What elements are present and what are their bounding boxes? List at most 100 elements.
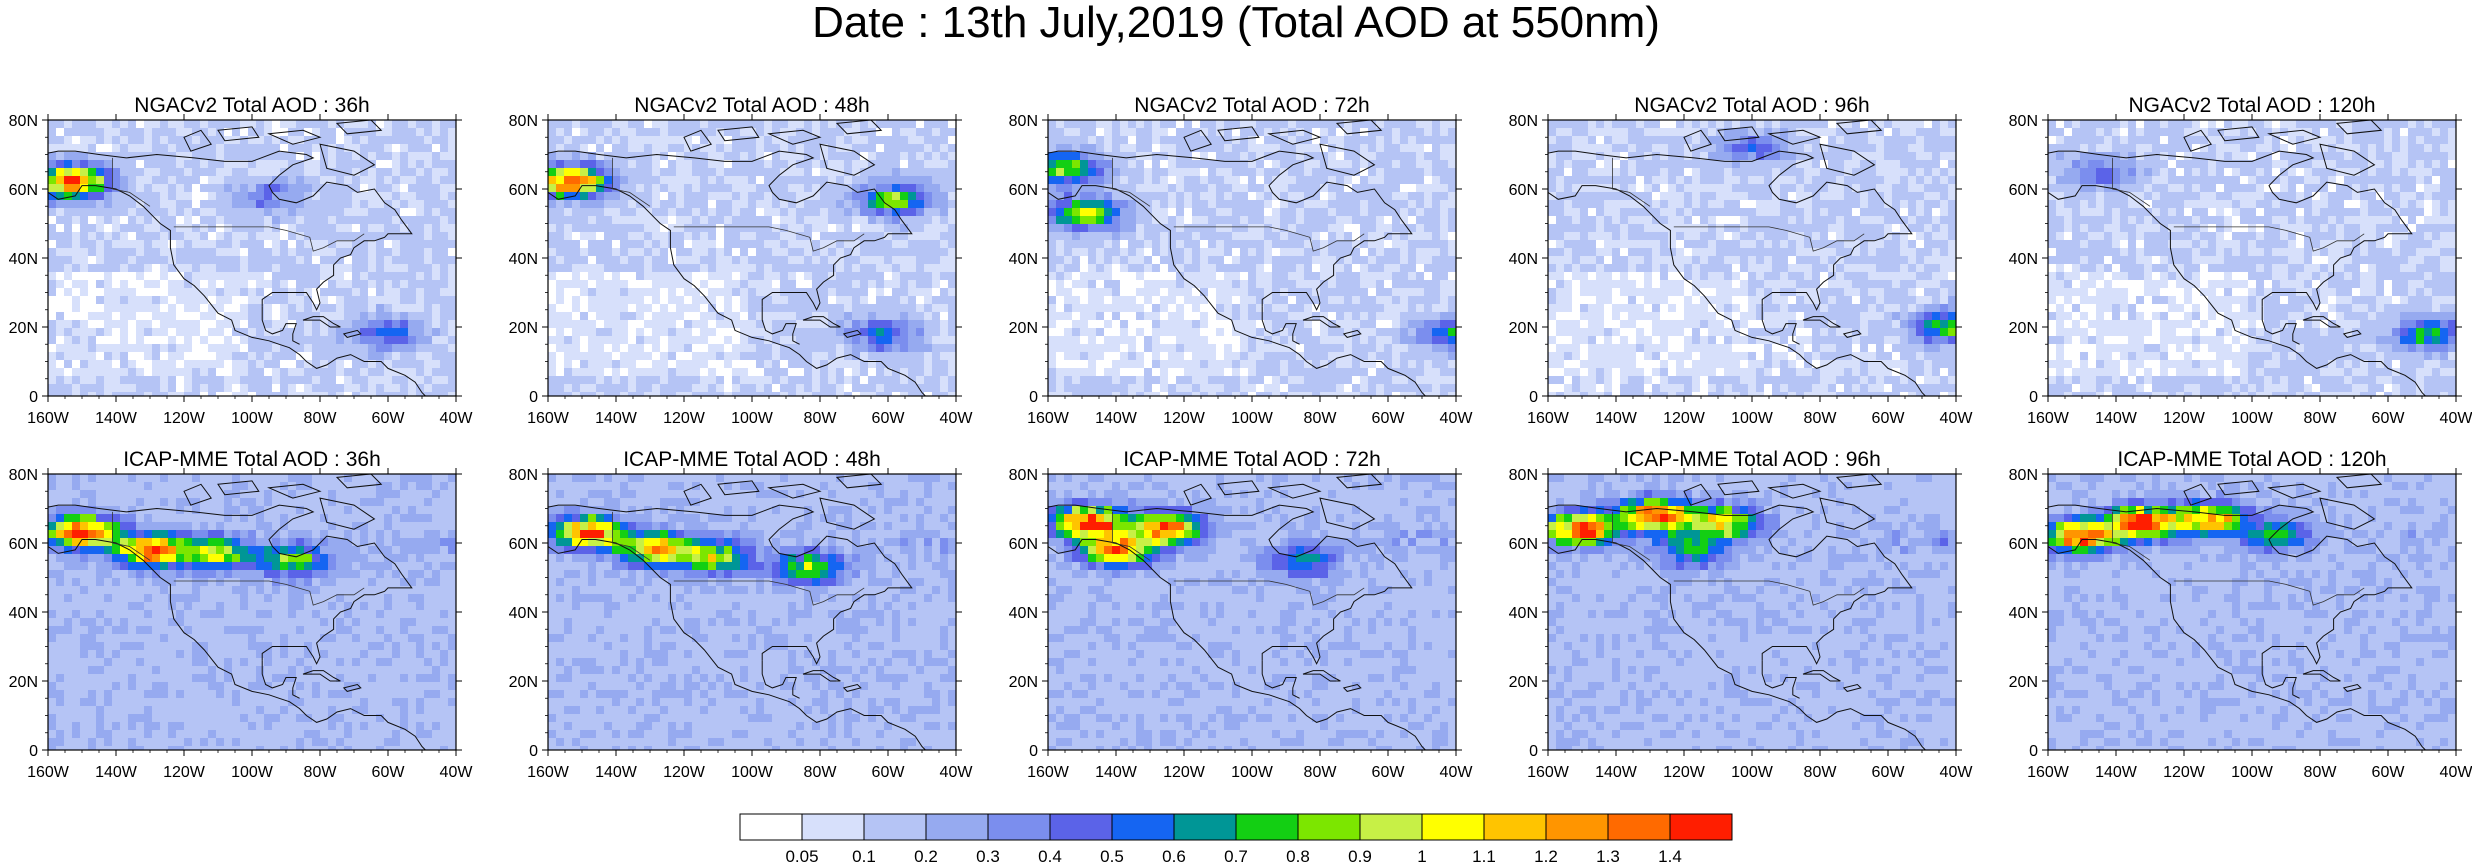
aod-field <box>2048 120 2456 396</box>
aod-field <box>48 474 456 750</box>
x-tick-label: 140W <box>1595 410 1638 427</box>
y-tick-label: 0 <box>1529 743 1538 760</box>
borders <box>2112 157 2365 252</box>
x-tick-label: 100W <box>1731 410 1774 427</box>
y-tick-label: 0 <box>2029 743 2038 760</box>
panel-title: ICAP-MME Total AOD : 48h <box>623 448 881 471</box>
x-tick-label: 100W <box>1231 764 1274 781</box>
y-tick-label: 40N <box>1509 251 1538 268</box>
x-tick-label: 100W <box>2231 764 2274 781</box>
x-tick-label: 60W <box>872 764 906 781</box>
map-panel: NGACv2 Total AOD : 72h 160W 140W 120W 100W 80… <box>1009 94 1474 427</box>
y-tick-label: 40N <box>9 251 38 268</box>
y-tick-label: 0 <box>29 389 38 406</box>
y-tick-label: 0 <box>1529 389 1538 406</box>
x-tick-label: 160W <box>27 764 70 781</box>
y-tick-label: 20N <box>9 674 38 691</box>
x-tick-label: 120W <box>1663 410 1706 427</box>
x-tick-label: 80W <box>304 410 338 427</box>
y-tick-label: 40N <box>509 605 538 622</box>
y-tick-label: 80N <box>1009 467 1038 484</box>
y-tick-label: 80N <box>9 467 38 484</box>
y-tick-label: 40N <box>1509 605 1538 622</box>
x-tick-label: 160W <box>527 410 570 427</box>
x-tick-label: 40W <box>440 764 474 781</box>
y-tick-label: 20N <box>1509 320 1538 337</box>
x-tick-label: 140W <box>595 410 638 427</box>
y-tick-label: 60N <box>1009 182 1038 199</box>
aod-field <box>1548 474 1956 750</box>
x-tick-label: 60W <box>1872 410 1906 427</box>
y-tick-label: 20N <box>1509 674 1538 691</box>
coastlines <box>1048 120 1426 396</box>
x-tick-label: 160W <box>1027 410 1070 427</box>
coastlines <box>48 120 426 396</box>
x-tick-label: 140W <box>1595 764 1638 781</box>
borders <box>612 511 865 606</box>
x-tick-label: 60W <box>1872 764 1906 781</box>
y-tick-label: 0 <box>529 389 538 406</box>
coastlines <box>548 120 926 396</box>
y-tick-label: 80N <box>1509 467 1538 484</box>
x-tick-label: 40W <box>440 410 474 427</box>
y-tick-label: 20N <box>1009 320 1038 337</box>
x-tick-label: 60W <box>2372 410 2406 427</box>
y-tick-label: 40N <box>1009 251 1038 268</box>
y-tick-label: 20N <box>9 320 38 337</box>
x-tick-label: 160W <box>2027 764 2070 781</box>
x-tick-label: 40W <box>2440 764 2472 781</box>
map-panel: NGACv2 Total AOD : 48h 160W 140W 120W 100W 80… <box>509 94 974 427</box>
panel-title: NGACv2 Total AOD : 120h <box>2128 94 2375 117</box>
aod-field <box>2048 474 2456 750</box>
x-tick-label: 60W <box>872 410 906 427</box>
x-tick-label: 120W <box>2163 410 2206 427</box>
map-panel: ICAP-MME Total AOD : 48h 160W 140W 120W 100W… <box>509 448 974 781</box>
y-tick-label: 0 <box>529 743 538 760</box>
x-tick-label: 120W <box>163 410 206 427</box>
map-panel: ICAP-MME Total AOD : 72h 160W 140W 120W 100W… <box>1009 448 1474 781</box>
x-tick-label: 80W <box>2304 410 2338 427</box>
y-tick-label: 20N <box>2009 320 2038 337</box>
x-tick-label: 40W <box>940 410 974 427</box>
y-tick-label: 0 <box>29 743 38 760</box>
y-tick-label: 60N <box>1509 536 1538 553</box>
x-tick-label: 40W <box>1440 764 1474 781</box>
map-panel: NGACv2 Total AOD : 96h 160W 140W 120W 100W 80… <box>1509 94 1974 427</box>
y-tick-label: 60N <box>1509 182 1538 199</box>
x-tick-label: 100W <box>731 764 774 781</box>
x-tick-label: 160W <box>1527 410 1570 427</box>
x-tick-label: 100W <box>1731 764 1774 781</box>
x-tick-label: 160W <box>1027 764 1070 781</box>
borders <box>112 511 365 606</box>
x-tick-label: 100W <box>231 410 274 427</box>
panel-title: ICAP-MME Total AOD : 36h <box>123 448 381 471</box>
y-tick-label: 0 <box>2029 389 2038 406</box>
y-tick-label: 80N <box>2009 113 2038 130</box>
y-tick-label: 60N <box>9 536 38 553</box>
panel-title: NGACv2 Total AOD : 48h <box>634 94 869 117</box>
y-tick-label: 60N <box>509 536 538 553</box>
aod-field <box>1048 474 1456 750</box>
x-tick-label: 80W <box>804 410 838 427</box>
x-tick-label: 140W <box>95 764 138 781</box>
borders <box>112 157 365 252</box>
y-tick-label: 60N <box>9 182 38 199</box>
y-tick-label: 40N <box>2009 605 2038 622</box>
y-tick-label: 40N <box>509 251 538 268</box>
panel-title: ICAP-MME Total AOD : 72h <box>1123 448 1381 471</box>
y-tick-label: 80N <box>1509 113 1538 130</box>
figure-title: Date : 13th July,2019 (Total AOD at 550n… <box>812 0 1660 47</box>
x-tick-label: 160W <box>527 764 570 781</box>
coastlines <box>1548 120 1926 396</box>
x-tick-label: 80W <box>1304 764 1338 781</box>
aod-field <box>1548 120 1956 396</box>
x-tick-label: 40W <box>2440 410 2472 427</box>
map-panel: ICAP-MME Total AOD : 36h 160W 140W 120W 100W… <box>9 448 474 781</box>
y-tick-label: 80N <box>509 113 538 130</box>
y-tick-label: 80N <box>509 467 538 484</box>
x-tick-label: 80W <box>2304 764 2338 781</box>
borders <box>1612 511 1865 606</box>
x-tick-label: 140W <box>1095 410 1138 427</box>
borders <box>1112 511 1365 606</box>
y-tick-label: 60N <box>509 182 538 199</box>
